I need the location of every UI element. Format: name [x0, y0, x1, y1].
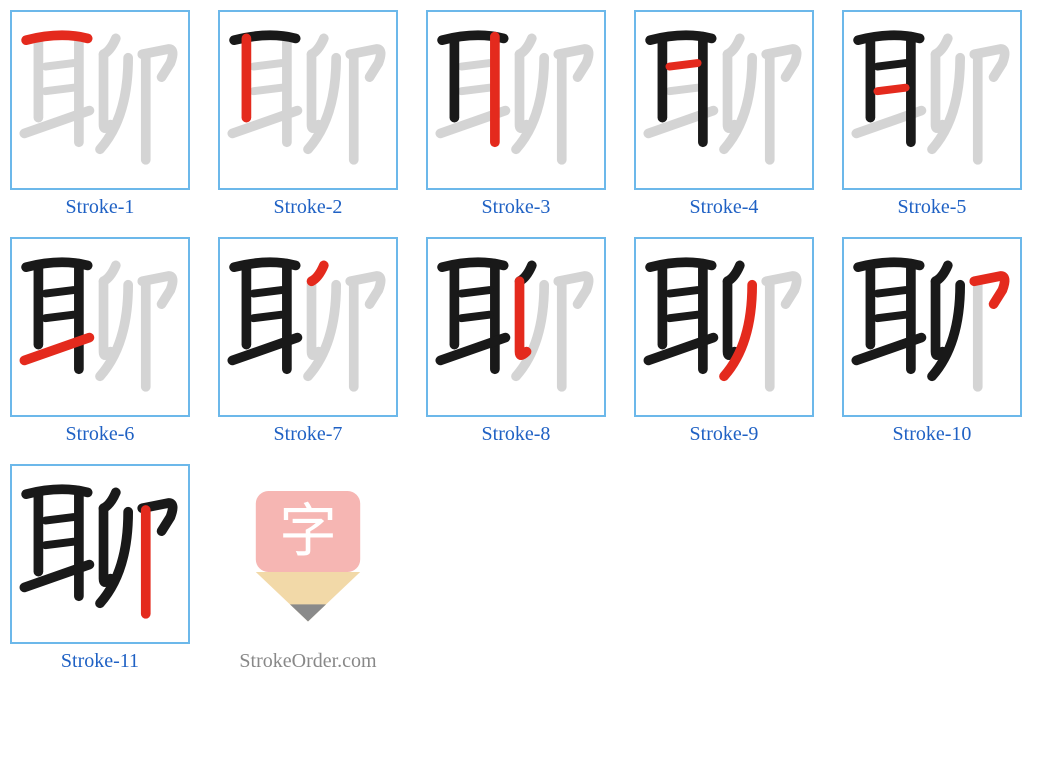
cell-stroke-7: Stroke-7: [218, 237, 398, 446]
stroke-8-right-shuwan: [312, 54, 319, 128]
grid-row-1: Stroke-1 Stroke-2 Stroke-3: [10, 10, 1040, 219]
stroke-5-ear-mid-heng-2: [669, 88, 697, 92]
glyph-box: [218, 237, 398, 417]
cell-stroke-11: Stroke-11: [10, 464, 190, 673]
glyph-svg: [636, 12, 812, 188]
cell-stroke-8: Stroke-8: [426, 237, 606, 446]
stroke-5-ear-mid-heng-2: [461, 315, 489, 319]
logo-svg: 字: [218, 464, 398, 644]
stroke-5-ear-mid-heng-2: [253, 315, 281, 319]
cell-stroke-1: Stroke-1: [10, 10, 190, 219]
glyph-svg: [844, 12, 1020, 188]
cell-stroke-2: Stroke-2: [218, 10, 398, 219]
glyph-svg: [12, 12, 188, 188]
caption: Stroke-11: [61, 650, 139, 673]
glyph-svg: [428, 12, 604, 188]
glyph-svg: [428, 239, 604, 415]
caption: Stroke-6: [66, 423, 135, 446]
stroke-8-right-shuwan: [312, 281, 319, 355]
stroke-8-right-shuwan: [520, 281, 527, 355]
stroke-8-right-shuwan: [104, 508, 111, 582]
stroke-5-ear-mid-heng-2: [253, 88, 281, 92]
glyph-box: [218, 10, 398, 190]
stroke-4-ear-mid-heng-1: [669, 290, 697, 294]
caption: Stroke-10: [893, 423, 972, 446]
stroke-order-grid: Stroke-1 Stroke-2 Stroke-3: [0, 0, 1050, 701]
glyph-svg: [12, 239, 188, 415]
caption: Stroke-8: [482, 423, 551, 446]
glyph-svg: [844, 239, 1020, 415]
glyph-box: [10, 464, 190, 644]
grid-row-3: Stroke-11 字 StrokeOrder.com: [10, 464, 1040, 673]
caption: Stroke-4: [690, 196, 759, 219]
glyph-box: [634, 10, 814, 190]
grid-row-2: Stroke-6 Stroke-7 Stroke-8: [10, 237, 1040, 446]
glyph-svg: [636, 239, 812, 415]
site-logo: 字: [218, 464, 398, 644]
logo-pencil-tip: [290, 604, 326, 621]
stroke-5-ear-mid-heng-2: [461, 88, 489, 92]
caption: Stroke-5: [898, 196, 967, 219]
glyph-box: [634, 237, 814, 417]
stroke-8-right-shuwan: [936, 54, 943, 128]
stroke-5-ear-mid-heng-2: [669, 315, 697, 319]
logo-glyph: 字: [279, 500, 337, 563]
glyph-box: [426, 237, 606, 417]
glyph-box: [842, 237, 1022, 417]
stroke-5-ear-mid-heng-2: [877, 88, 905, 92]
glyph-box: [842, 10, 1022, 190]
stroke-5-ear-mid-heng-2: [877, 315, 905, 319]
stroke-8-right-shuwan: [104, 281, 111, 355]
stroke-7-right-pie-1: [312, 265, 324, 281]
stroke-5-ear-mid-heng-2: [45, 88, 73, 92]
stroke-4-ear-mid-heng-1: [253, 63, 281, 67]
stroke-4-ear-mid-heng-1: [253, 290, 281, 294]
stroke-4-ear-mid-heng-1: [45, 517, 73, 521]
glyph-svg: [220, 12, 396, 188]
glyph-box: [10, 10, 190, 190]
cell-stroke-4: Stroke-4: [634, 10, 814, 219]
glyph-svg: [220, 239, 396, 415]
stroke-8-right-shuwan: [728, 54, 735, 128]
stroke-1-ear-top-heng: [26, 35, 88, 40]
caption: Stroke-3: [482, 196, 551, 219]
attribution-text: StrokeOrder.com: [239, 650, 376, 673]
stroke-4-ear-mid-heng-1: [877, 290, 905, 294]
cell-stroke-3: Stroke-3: [426, 10, 606, 219]
cell-stroke-9: Stroke-9: [634, 237, 814, 446]
cell-stroke-5: Stroke-5: [842, 10, 1022, 219]
attribution-cell: 字 StrokeOrder.com: [218, 464, 398, 673]
glyph-svg: [12, 466, 188, 642]
stroke-4-ear-mid-heng-1: [669, 63, 697, 67]
stroke-4-ear-mid-heng-1: [461, 290, 489, 294]
stroke-5-ear-mid-heng-2: [45, 542, 73, 546]
cell-stroke-10: Stroke-10: [842, 237, 1022, 446]
cell-stroke-6: Stroke-6: [10, 237, 190, 446]
caption: Stroke-2: [274, 196, 343, 219]
stroke-8-right-shuwan: [936, 281, 943, 355]
caption: Stroke-7: [274, 423, 343, 446]
caption: Stroke-1: [66, 196, 135, 219]
stroke-8-right-shuwan: [104, 54, 111, 128]
stroke-4-ear-mid-heng-1: [877, 63, 905, 67]
stroke-4-ear-mid-heng-1: [461, 63, 489, 67]
stroke-8-right-shuwan: [520, 54, 527, 128]
stroke-4-ear-mid-heng-1: [45, 290, 73, 294]
glyph-box: [10, 237, 190, 417]
stroke-5-ear-mid-heng-2: [45, 315, 73, 319]
glyph-box: [426, 10, 606, 190]
stroke-4-ear-mid-heng-1: [45, 63, 73, 67]
stroke-8-right-shuwan: [728, 281, 735, 355]
caption: Stroke-9: [690, 423, 759, 446]
